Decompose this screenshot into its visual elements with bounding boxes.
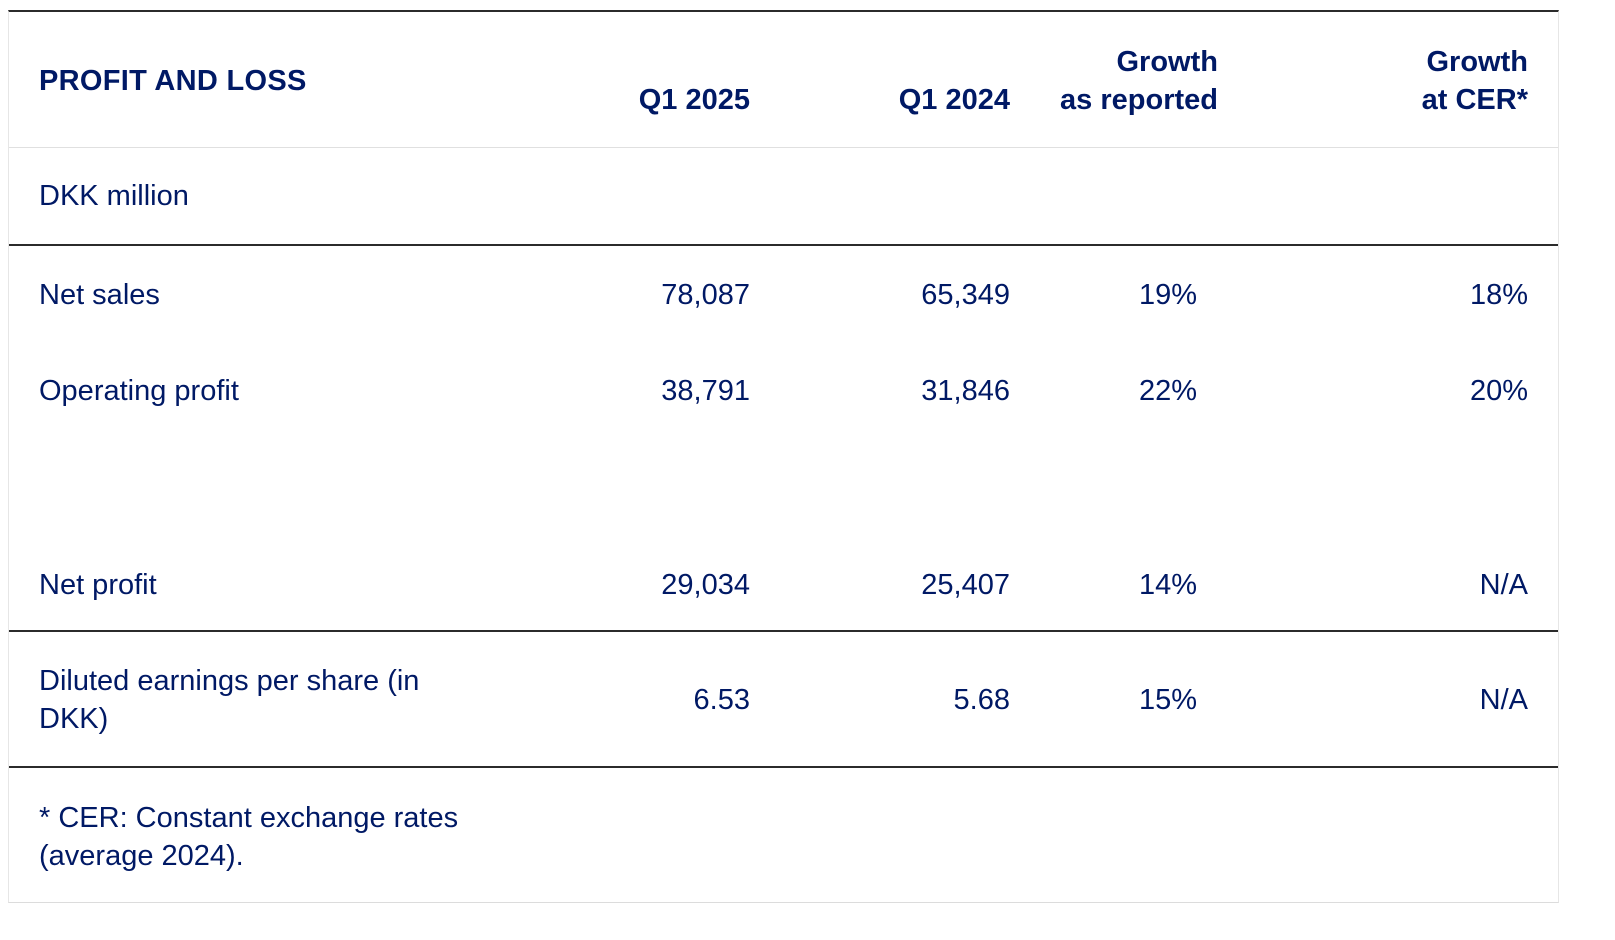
cell-q1-2024: 31,846 xyxy=(921,375,1010,407)
cell-growth-cer: 18% xyxy=(1469,279,1528,311)
cell-q1-2025: 29,034 xyxy=(661,569,750,601)
cell-q1-2024: 65,349 xyxy=(921,279,1010,311)
cell-growth-reported: 14% xyxy=(1138,569,1198,601)
table-header-row: PROFIT AND LOSS Q1 2025 Q1 2024 Growth a… xyxy=(9,12,1558,147)
footnote-row: * CER: Constant exchange rates (average … xyxy=(9,768,1558,903)
cell-growth-cer: N/A xyxy=(1479,569,1528,601)
cell-growth-reported: 22% xyxy=(1138,375,1198,407)
unit-row: DKK million xyxy=(9,148,1558,244)
column-header-q1-2024: Q1 2024 xyxy=(898,84,1010,116)
cell-q1-2025: 78,087 xyxy=(661,279,750,311)
net-profit-divider xyxy=(9,630,1558,632)
cell-growth-cer: 20% xyxy=(1469,375,1528,407)
table-title: PROFIT AND LOSS xyxy=(39,65,307,97)
column-header-growth-reported-line2: as reported xyxy=(1060,84,1218,116)
table-row: Operating profit 38,791 31,846 22% 20% xyxy=(9,342,1558,438)
cell-q1-2025: 38,791 xyxy=(661,375,750,407)
profit-and-loss-table: PROFIT AND LOSS Q1 2025 Q1 2024 Growth a… xyxy=(8,10,1559,903)
table-row: Diluted earnings per share (in DKK) 6.53… xyxy=(9,632,1558,766)
cell-growth-reported: 19% xyxy=(1138,279,1198,311)
table-row: Net sales 78,087 65,349 19% 18% xyxy=(9,246,1558,342)
cell-growth-cer: N/A xyxy=(1479,684,1528,716)
row-label: Diluted earnings per share (in DKK) xyxy=(39,665,420,735)
column-header-growth-cer-line1: Growth xyxy=(1426,46,1529,78)
unit-label: DKK million xyxy=(39,180,189,212)
column-header-growth-reported-line1: Growth xyxy=(1116,46,1219,78)
footnote: * CER: Constant exchange rates (average … xyxy=(39,802,459,872)
cell-growth-reported: 15% xyxy=(1138,684,1198,716)
cell-q1-2024: 25,407 xyxy=(921,569,1010,601)
table-row: Net profit 29,034 25,407 14% N/A xyxy=(9,534,1558,630)
eps-divider xyxy=(9,766,1558,768)
column-header-q1-2025: Q1 2025 xyxy=(638,84,750,116)
row-label: Net sales xyxy=(39,279,160,311)
row-label: Net profit xyxy=(39,569,157,601)
cell-q1-2025: 6.53 xyxy=(693,684,750,716)
row-label: Operating profit xyxy=(39,375,239,407)
cell-q1-2024: 5.68 xyxy=(953,684,1010,716)
unit-divider xyxy=(9,244,1558,246)
header-divider xyxy=(9,147,1558,148)
column-header-growth-cer-line2: at CER* xyxy=(1421,84,1528,116)
